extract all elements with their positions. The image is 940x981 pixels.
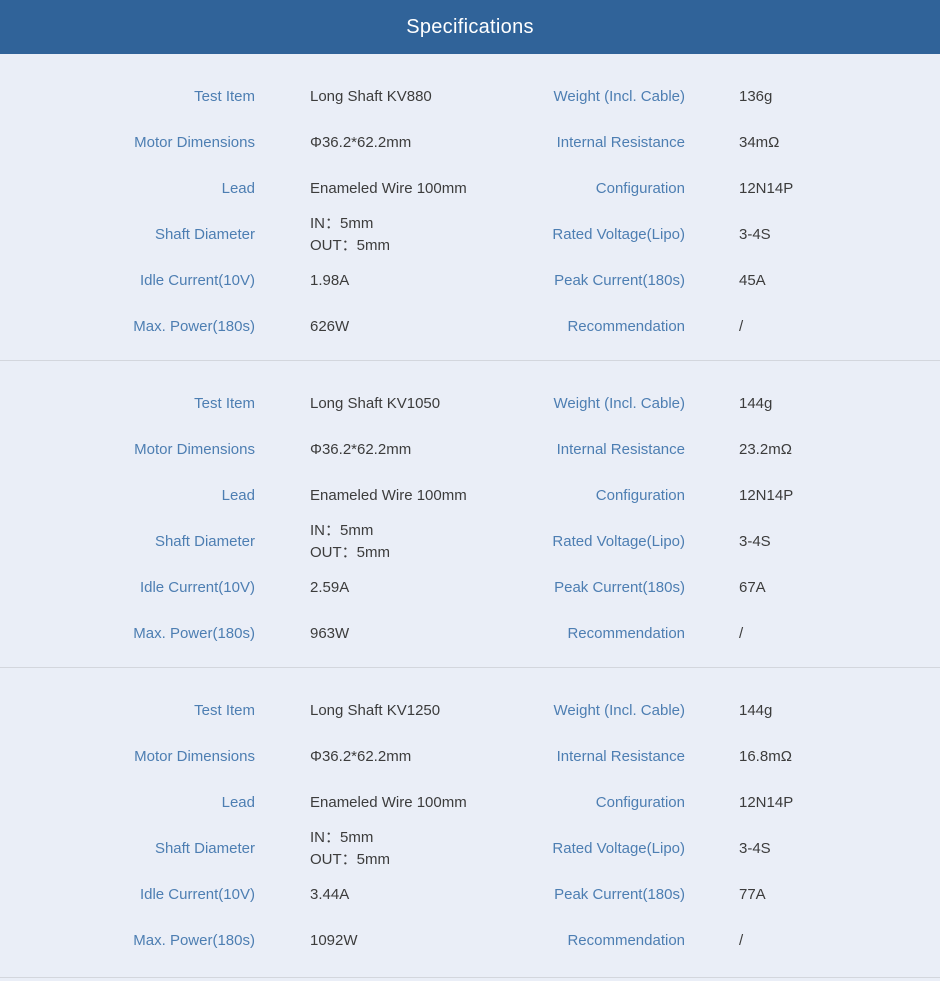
spec-label-left: Motor Dimensions [134, 748, 255, 765]
spec-value-right: 77A [739, 886, 766, 903]
spec-value-left: IN：5mm OUT：5mm [310, 829, 390, 868]
spec-label-left: Max. Power(180s) [133, 318, 255, 335]
spec-value-right: 12N14P [739, 794, 794, 811]
table-row: Shaft Diameter IN：5mm OUT：5mm Rated Volt… [0, 212, 940, 258]
table-row: Test Item Long Shaft KV880 Weight (Incl.… [0, 74, 940, 120]
spec-value-left: 1.98A [310, 272, 350, 289]
spec-label-right: Configuration [595, 487, 685, 504]
spec-label-left: Max. Power(180s) [133, 932, 255, 949]
table-row: Max. Power(180s) 626W Recommendation / [0, 304, 940, 350]
spec-label-right: Internal Resistance [556, 441, 685, 458]
spec-label-left: Shaft Diameter [154, 226, 255, 243]
spec-label-right: Peak Current(180s) [554, 272, 685, 289]
table-row: Idle Current(10V) 1.98A Peak Current(180… [0, 258, 940, 304]
spec-label-left: Idle Current(10V) [139, 579, 255, 596]
table-row: Lead Enameled Wire 100mm Configuration 1… [0, 166, 940, 212]
spec-value-right: 12N14P [739, 487, 794, 504]
spec-value-right: 12N14P [739, 180, 794, 197]
spec-value-right: 3-4S [739, 840, 771, 857]
spec-value-right: 144g [739, 395, 773, 412]
spec-value-left: Long Shaft KV1250 [310, 702, 441, 719]
spec-value-left: Enameled Wire 100mm [310, 794, 467, 811]
spec-value-left: 626W [310, 318, 350, 335]
spec-value-left: Long Shaft KV880 [310, 88, 432, 105]
spec-value-left: 1092W [310, 932, 358, 949]
spec-section-kv1250: Test Item Long Shaft KV1250 Weight (Incl… [0, 668, 940, 978]
spec-label-right: Configuration [595, 180, 685, 197]
spec-value-right: / [739, 625, 744, 642]
spec-value-right: 3-4S [739, 226, 771, 243]
spec-label-left: Shaft Diameter [154, 533, 255, 550]
spec-value-right: 3-4S [739, 533, 771, 550]
spec-label-left: Motor Dimensions [134, 441, 255, 458]
spec-value-left: Φ36.2*62.2mm [310, 441, 412, 458]
table-row: Idle Current(10V) 3.44A Peak Current(180… [0, 872, 940, 918]
specifications-header: Specifications [0, 0, 940, 54]
spec-value-right: 16.8mΩ [739, 748, 792, 765]
spec-label-left: Motor Dimensions [134, 134, 255, 151]
spec-label-right: Recommendation [567, 318, 685, 335]
spec-value-right: 23.2mΩ [739, 441, 792, 458]
spec-label-left: Idle Current(10V) [139, 886, 255, 903]
spec-value-right: 45A [739, 272, 766, 289]
table-row: Motor Dimensions Φ36.2*62.2mm Internal R… [0, 120, 940, 166]
spec-value-right: 67A [739, 579, 766, 596]
spec-label-left: Max. Power(180s) [133, 625, 255, 642]
spec-section-kv880: Test Item Long Shaft KV880 Weight (Incl.… [0, 54, 940, 361]
spec-label-right: Weight (Incl. Cable) [553, 88, 685, 105]
table-row: Shaft Diameter IN：5mm OUT：5mm Rated Volt… [0, 826, 940, 872]
spec-label-left: Lead [221, 794, 255, 811]
spec-rows: Test Item Long Shaft KV1050 Weight (Incl… [0, 381, 940, 657]
spec-value-right: / [739, 318, 744, 335]
spec-value-left: IN：5mm OUT：5mm [310, 215, 390, 254]
table-row: Motor Dimensions Φ36.2*62.2mm Internal R… [0, 734, 940, 780]
spec-value-left: 963W [310, 625, 350, 642]
spec-label-right: Rated Voltage(Lipo) [552, 840, 685, 857]
spec-label-right: Peak Current(180s) [554, 579, 685, 596]
spec-label-right: Recommendation [567, 625, 685, 642]
table-row: Shaft Diameter IN：5mm OUT：5mm Rated Volt… [0, 519, 940, 565]
spec-label-right: Weight (Incl. Cable) [553, 702, 685, 719]
page-title: Specifications [406, 15, 534, 38]
table-row: Lead Enameled Wire 100mm Configuration 1… [0, 473, 940, 519]
spec-rows: Test Item Long Shaft KV880 Weight (Incl.… [0, 74, 940, 350]
spec-value-left: Long Shaft KV1050 [310, 395, 441, 412]
spec-value-left: Φ36.2*62.2mm [310, 748, 412, 765]
spec-label-right: Rated Voltage(Lipo) [552, 533, 685, 550]
spec-label-right: Internal Resistance [556, 748, 685, 765]
spec-rows: Test Item Long Shaft KV1250 Weight (Incl… [0, 688, 940, 964]
spec-label-right: Recommendation [567, 932, 685, 949]
spec-section-kv1050: Test Item Long Shaft KV1050 Weight (Incl… [0, 361, 940, 668]
spec-label-left: Idle Current(10V) [139, 272, 255, 289]
spec-value-left: Enameled Wire 100mm [310, 180, 467, 197]
spec-label-right: Internal Resistance [556, 134, 685, 151]
spec-label-right: Configuration [595, 794, 685, 811]
spec-value-right: 34mΩ [739, 134, 780, 151]
table-row: Lead Enameled Wire 100mm Configuration 1… [0, 780, 940, 826]
table-row: Max. Power(180s) 963W Recommendation / [0, 611, 940, 657]
spec-label-left: Test Item [194, 395, 255, 412]
spec-label-left: Test Item [194, 88, 255, 105]
spec-value-left: Enameled Wire 100mm [310, 487, 467, 504]
spec-value-left: 2.59A [310, 579, 350, 596]
spec-value-right: 144g [739, 702, 773, 719]
table-row: Test Item Long Shaft KV1250 Weight (Incl… [0, 688, 940, 734]
spec-label-left: Lead [221, 487, 255, 504]
spec-label-right: Peak Current(180s) [554, 886, 685, 903]
table-row: Max. Power(180s) 1092W Recommendation / [0, 918, 940, 964]
spec-label-right: Rated Voltage(Lipo) [552, 226, 685, 243]
spec-value-left: Φ36.2*62.2mm [310, 134, 412, 151]
spec-value-left: 3.44A [310, 886, 350, 903]
spec-label-left: Test Item [194, 702, 255, 719]
spec-label-left: Lead [221, 180, 255, 197]
table-row: Idle Current(10V) 2.59A Peak Current(180… [0, 565, 940, 611]
table-row: Motor Dimensions Φ36.2*62.2mm Internal R… [0, 427, 940, 473]
spec-value-right: / [739, 932, 744, 949]
table-row: Test Item Long Shaft KV1050 Weight (Incl… [0, 381, 940, 427]
spec-label-left: Shaft Diameter [154, 840, 255, 857]
spec-label-right: Weight (Incl. Cable) [553, 395, 685, 412]
spec-value-right: 136g [739, 88, 773, 105]
spec-value-left: IN：5mm OUT：5mm [310, 522, 390, 561]
